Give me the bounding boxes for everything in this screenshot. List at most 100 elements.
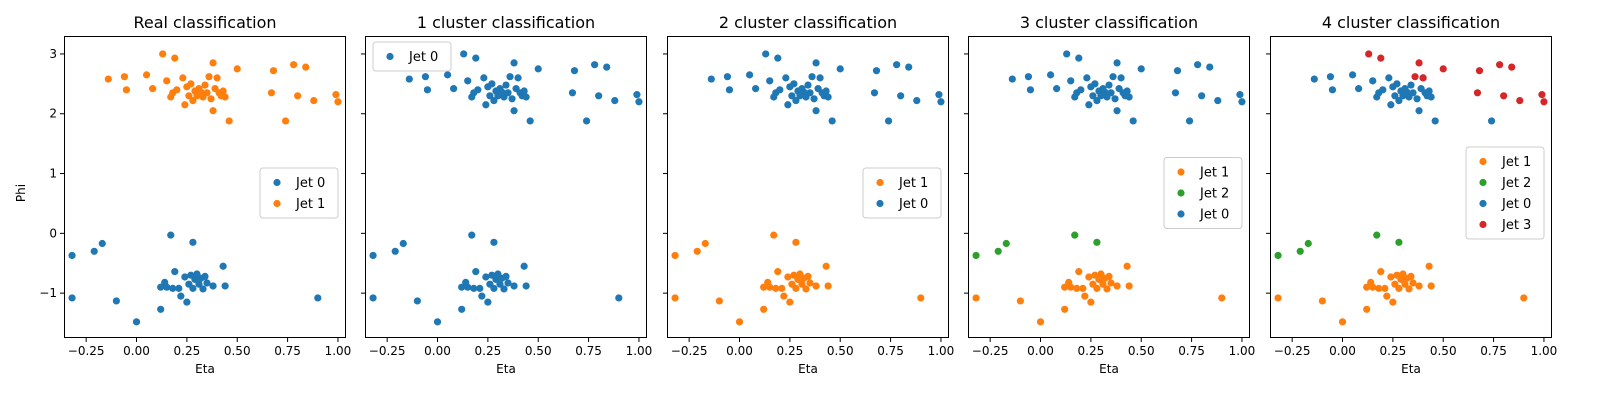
data-point-jet-0 [884,117,893,125]
data-point-jet-0 [1326,73,1335,81]
data-point-jet-0 [1393,80,1401,88]
panel-5: 4 cluster classification −0.25 0.00 0.25 0.5… [1266,13,1557,376]
data-point-jet-0 [723,73,732,81]
data-point-jet-0 [1173,67,1182,75]
y-tick-label: −1 [39,286,57,300]
data-point-jet-0 [175,284,183,292]
data-point-jet-0 [1113,107,1121,115]
data-point-jet-0 [504,89,512,97]
data-point-jet-1 [209,107,217,115]
data-point-jet-0 [98,239,106,248]
data-point-jet-1 [760,305,768,313]
plot-frame [365,36,647,338]
data-point-jet-2 [1093,238,1101,246]
x-tick-label: 0.50 [224,344,251,358]
data-point-jet-1 [281,117,290,125]
data-point-jet-0 [488,80,496,88]
data-point-jet-1 [1075,268,1083,276]
legend-marker [1479,157,1487,166]
plot-frame [968,36,1250,338]
data-point-jet-1 [1363,305,1371,313]
data-point-jet-1 [187,80,195,88]
data-point-jet-1 [302,63,310,71]
data-point-jet-0 [1085,101,1093,109]
data-point-jet-0 [897,92,905,100]
data-point-jet-1 [173,86,181,94]
data-point-jet-1 [1383,292,1391,300]
data-point-jet-0 [1395,96,1403,105]
data-point-jet-3 [1377,54,1385,62]
data-point-jet-0 [314,294,322,302]
data-point-jet-0 [482,273,490,281]
data-point-jet-0 [1198,92,1206,100]
data-point-jet-0 [905,63,913,71]
data-point-jet-0 [870,89,879,97]
legend-marker [1177,168,1185,176]
data-point-jet-0 [504,279,512,287]
data-point-jet-0 [520,87,528,95]
data-point-jet-0 [1024,73,1033,81]
x-tick-label: −0.25 [68,344,105,358]
legend-box [1465,146,1545,240]
data-point-jet-1 [735,318,744,326]
data-point-jet-0 [484,298,492,306]
data-point-jet-1 [1407,272,1415,280]
data-point-jet-0 [635,98,643,106]
x-tick-label: −0.25 [972,344,1009,358]
data-point-jet-1 [209,59,217,67]
data-point-jet-0 [1385,74,1393,82]
data-point-jet-1 [792,238,800,246]
legend-entry: Jet 3 [1501,218,1531,233]
data-point-jet-1 [693,247,701,255]
data-point-jet-0 [369,251,377,260]
data-point-jet-0 [464,77,472,85]
panel-3: 2 cluster classification −0.25 0.00 0.25 0.5… [663,13,954,376]
data-point-jet-0 [510,282,518,290]
data-point-jet-1 [189,96,197,105]
x-axis-label: Eta [195,362,215,376]
data-point-jet-1 [812,282,820,290]
data-point-jet-0 [872,67,881,75]
data-point-jet-3 [1419,74,1427,82]
y-tick-label: 0 [49,226,57,240]
data-point-jet-0 [486,92,494,100]
x-axis-label: Eta [798,362,818,376]
data-point-jet-1 [1113,282,1121,290]
legend: Jet 1 Jet 2 Jet 0 Jet 3 [1465,146,1545,240]
legend-entry: Jet 2 [1501,176,1531,191]
data-point-jet-0 [1427,93,1435,101]
data-point-jet-1 [806,279,814,287]
data-point-jet-0 [1171,89,1180,97]
data-point-jet-0 [450,85,458,93]
data-point-jet-0 [171,268,179,276]
data-point-jet-0 [464,283,472,291]
data-point-jet-0 [782,74,790,82]
data-point-jet-1 [822,262,830,270]
data-point-jet-1 [1061,283,1069,291]
data-point-jet-1 [163,77,171,85]
data-point-jet-0 [1413,95,1421,103]
legend-marker [876,199,884,208]
data-point-jet-0 [391,247,399,255]
data-point-jet-0 [472,54,480,62]
data-point-jet-0 [522,93,530,101]
data-point-jet-1 [784,273,792,281]
x-tick-label: 0.75 [877,344,904,358]
x-tick-label: 0.75 [575,344,602,358]
legend-marker [386,52,394,61]
data-point-jet-0 [433,318,442,326]
data-point-jet-0 [520,262,528,270]
data-point-jet-1 [1395,284,1403,292]
data-point-jet-0 [1236,91,1244,99]
data-point-jet-0 [112,297,120,305]
data-point-jet-0 [770,93,778,101]
data-point-jet-0 [776,86,784,94]
panel-title: 1 cluster classification [417,13,595,32]
x-tick-label: 0.25 [475,344,502,358]
data-point-jet-0 [490,238,498,246]
data-point-jet-0 [470,284,478,292]
data-point-jet-0 [570,67,579,75]
legend-entry: Jet 1 [295,197,325,212]
legend-marker [1177,210,1185,218]
legend-marker [1177,189,1185,197]
